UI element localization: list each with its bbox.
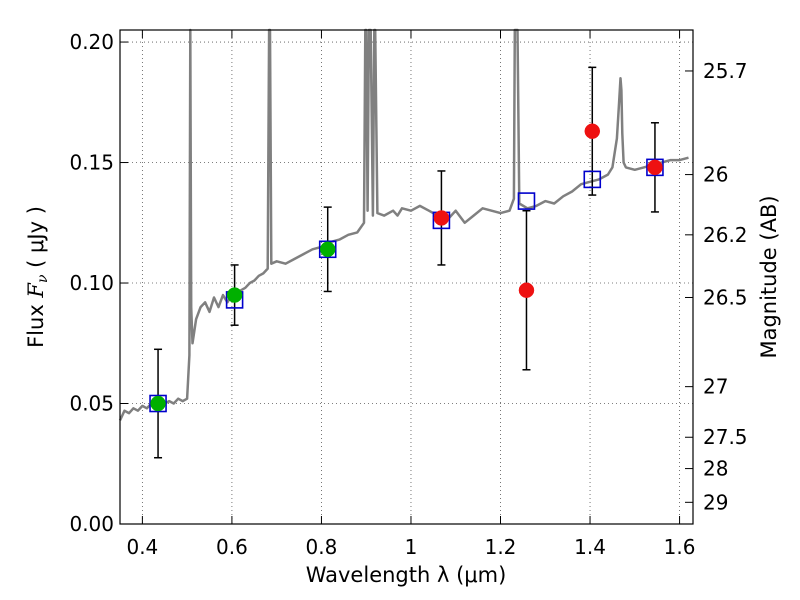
mag-tick-label: 26.5 (703, 285, 748, 309)
y-axis-title-subscript: ν (35, 274, 51, 283)
y-tick-label: 0.20 (69, 30, 114, 54)
y-tick-label: 0.10 (69, 271, 114, 295)
observed-point (584, 123, 601, 139)
plot-frame (119, 29, 694, 525)
mag-tick-label: 27.5 (703, 425, 748, 449)
mag-tick-label: 29 (703, 490, 728, 514)
x-tick-label: 0.4 (126, 535, 158, 559)
model-point (583, 170, 602, 189)
observed-point (647, 159, 663, 176)
y-tick-label: 0.15 (69, 151, 114, 175)
mag-tick-label: 27 (703, 375, 728, 399)
y2-axis-title: Magnitude (AB) (757, 195, 781, 358)
spectrum-line (118, 28, 689, 421)
x-tick-label: 1.4 (574, 535, 606, 559)
y-axis-title-part: Flux (24, 298, 48, 348)
model-point (318, 240, 337, 259)
x-tick-label: 1 (405, 535, 418, 559)
y-tick-label: 0.05 (69, 392, 114, 416)
data-markers (149, 123, 664, 413)
tick-labels: 0.4 0.6 0.8 1 1.2 1.4 1.6 0.00 0.05 0.10 0.15 0.20 2… (69, 30, 747, 559)
mag-tick-label: 26.2 (703, 223, 748, 247)
x-tick-label: 0.8 (306, 535, 338, 559)
observed-point (433, 210, 450, 226)
y-axis-title-unit: ( μJy ) (24, 206, 48, 274)
x-tick-label: 0.6 (216, 535, 248, 559)
observed-point (319, 241, 336, 258)
model-spectrum (118, 28, 689, 421)
x-axis-title: Wavelength λ (μm) (306, 563, 507, 587)
y-tick-label: 0.00 (69, 512, 114, 536)
model-point (646, 158, 664, 177)
x-tick-label: 1.6 (664, 535, 696, 559)
observed-point (150, 395, 166, 412)
model-point (517, 192, 536, 210)
observed-point (226, 287, 243, 303)
mag-tick-label: 25.7 (703, 59, 748, 83)
y-axis-title-symbol: F (24, 282, 48, 299)
mag-tick-label: 26 (703, 163, 728, 187)
mag-tick-label: 28 (703, 457, 728, 481)
observed-point (518, 282, 535, 299)
model-point (149, 394, 167, 413)
axis-ticks (120, 30, 693, 525)
plot-area (120, 30, 693, 524)
x-tick-label: 1.2 (485, 535, 517, 559)
y-axis-title: Flux Fν ( μJy ) (24, 206, 51, 348)
